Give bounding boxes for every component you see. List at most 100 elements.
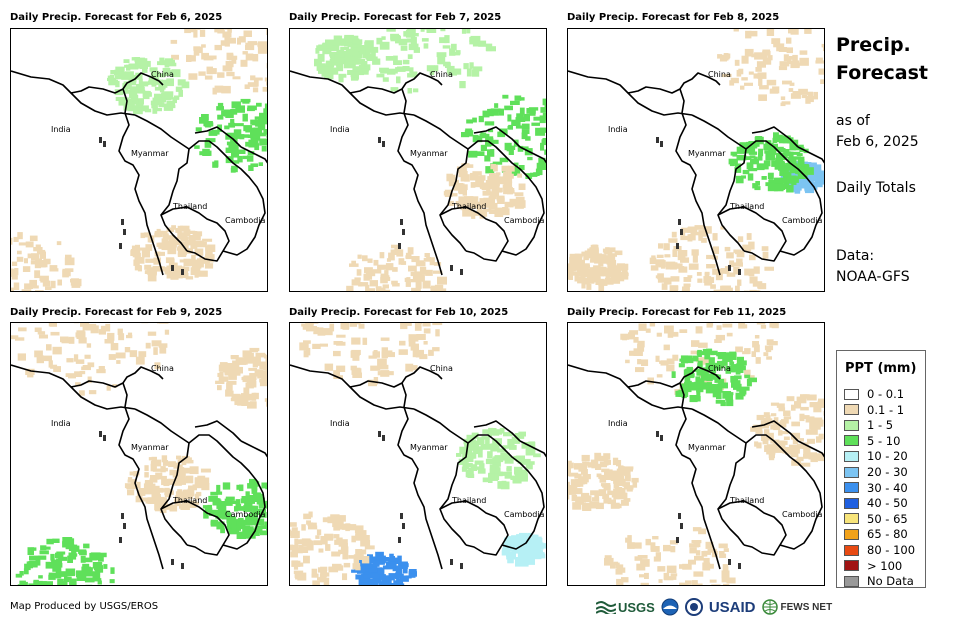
precip-cell [492, 432, 500, 436]
precip-cell [40, 260, 46, 268]
precip-cell [60, 556, 68, 561]
precip-cell [471, 212, 482, 216]
precip-cell [356, 58, 365, 63]
precip-cell [482, 110, 490, 118]
precip-cell [205, 245, 214, 251]
precip-cell [461, 29, 467, 34]
precip-cell [449, 48, 456, 56]
precip-cell [461, 132, 470, 138]
precip-cell [192, 231, 198, 237]
precip-cell [21, 289, 32, 291]
precip-cell [149, 478, 158, 483]
precip-cell [407, 247, 414, 255]
precip-cell [35, 244, 41, 249]
precip-cell [228, 530, 237, 535]
precip-cell [691, 540, 702, 544]
precip-cell [409, 67, 414, 73]
usaid-seal-logo [684, 598, 703, 616]
precip-cell [241, 398, 249, 406]
island-mark [181, 269, 184, 275]
precip-cell [704, 279, 713, 286]
precip-cell [158, 343, 168, 348]
island-mark [738, 563, 741, 569]
precip-cell [684, 382, 690, 388]
legend-label: > 100 [867, 558, 903, 573]
precip-cell [185, 230, 196, 234]
precip-cell [252, 54, 259, 62]
precip-cell [141, 105, 149, 112]
precip-cell [735, 346, 743, 353]
precip-cell [350, 365, 357, 371]
precip-cell [230, 109, 238, 115]
precip-cell [781, 101, 791, 105]
precip-cell [38, 334, 48, 339]
precip-cell [362, 337, 368, 345]
precip-cell [806, 95, 814, 103]
precip-cell [514, 433, 522, 438]
precip-cell [770, 402, 780, 406]
precip-cell [775, 160, 785, 169]
precip-cell [315, 48, 320, 54]
precip-cell [303, 513, 312, 520]
precip-cell [764, 429, 770, 435]
precip-cell [615, 562, 620, 569]
precip-cell [769, 453, 775, 461]
country-border [194, 126, 242, 148]
precip-cell [519, 469, 528, 474]
precip-cell [520, 533, 526, 539]
precip-cell [155, 266, 166, 272]
precip-cell [768, 341, 778, 346]
precip-cell [204, 75, 213, 80]
precip-cell [185, 276, 194, 280]
precip-cell [372, 58, 381, 65]
precip-cell [323, 577, 330, 585]
precip-cell [80, 555, 86, 563]
precip-cell [480, 444, 491, 450]
precip-cell [519, 549, 527, 557]
precip-cell [800, 178, 806, 185]
precip-cell [203, 56, 214, 61]
precip-cell [197, 475, 206, 482]
precip-cell [815, 436, 822, 443]
precip-cell [13, 282, 20, 290]
precip-cell [490, 164, 496, 170]
precip-cell [75, 382, 81, 387]
precip-cell [773, 132, 779, 139]
precip-cell [689, 543, 699, 548]
precip-cell [711, 584, 721, 585]
precip-cell [789, 168, 796, 174]
precip-cell [725, 366, 735, 372]
legend-title: PPT (mm) [845, 361, 917, 376]
precip-cell [355, 549, 363, 556]
precip-cell [217, 372, 224, 377]
precip-cell [679, 329, 688, 333]
precip-cell [616, 488, 626, 496]
precip-cell [191, 235, 201, 241]
precip-cell [209, 68, 217, 75]
precip-cell [205, 138, 216, 143]
precip-cell [451, 43, 457, 51]
legend-item: 1 - 5 [844, 418, 893, 432]
precip-cell [778, 66, 788, 71]
precip-cell [761, 435, 769, 441]
precip-cell [162, 460, 169, 466]
precip-cell [722, 355, 731, 362]
precip-cell [686, 373, 695, 378]
precip-cell [107, 332, 115, 341]
precip-cell [240, 98, 251, 103]
precip-cell [131, 93, 138, 100]
precip-cell [589, 247, 599, 251]
precip-cell [776, 134, 783, 142]
precip-cell [177, 79, 186, 86]
precip-cell [755, 67, 762, 72]
precip-cell [610, 254, 615, 260]
precip-cell [30, 260, 41, 265]
precip-cell [720, 285, 728, 291]
precip-cell [258, 123, 263, 129]
precip-cell [739, 142, 749, 148]
place-label-thailand: Thailand [172, 496, 207, 505]
precip-cell [15, 573, 23, 578]
precip-cell [458, 170, 468, 178]
precip-cell [446, 173, 453, 178]
